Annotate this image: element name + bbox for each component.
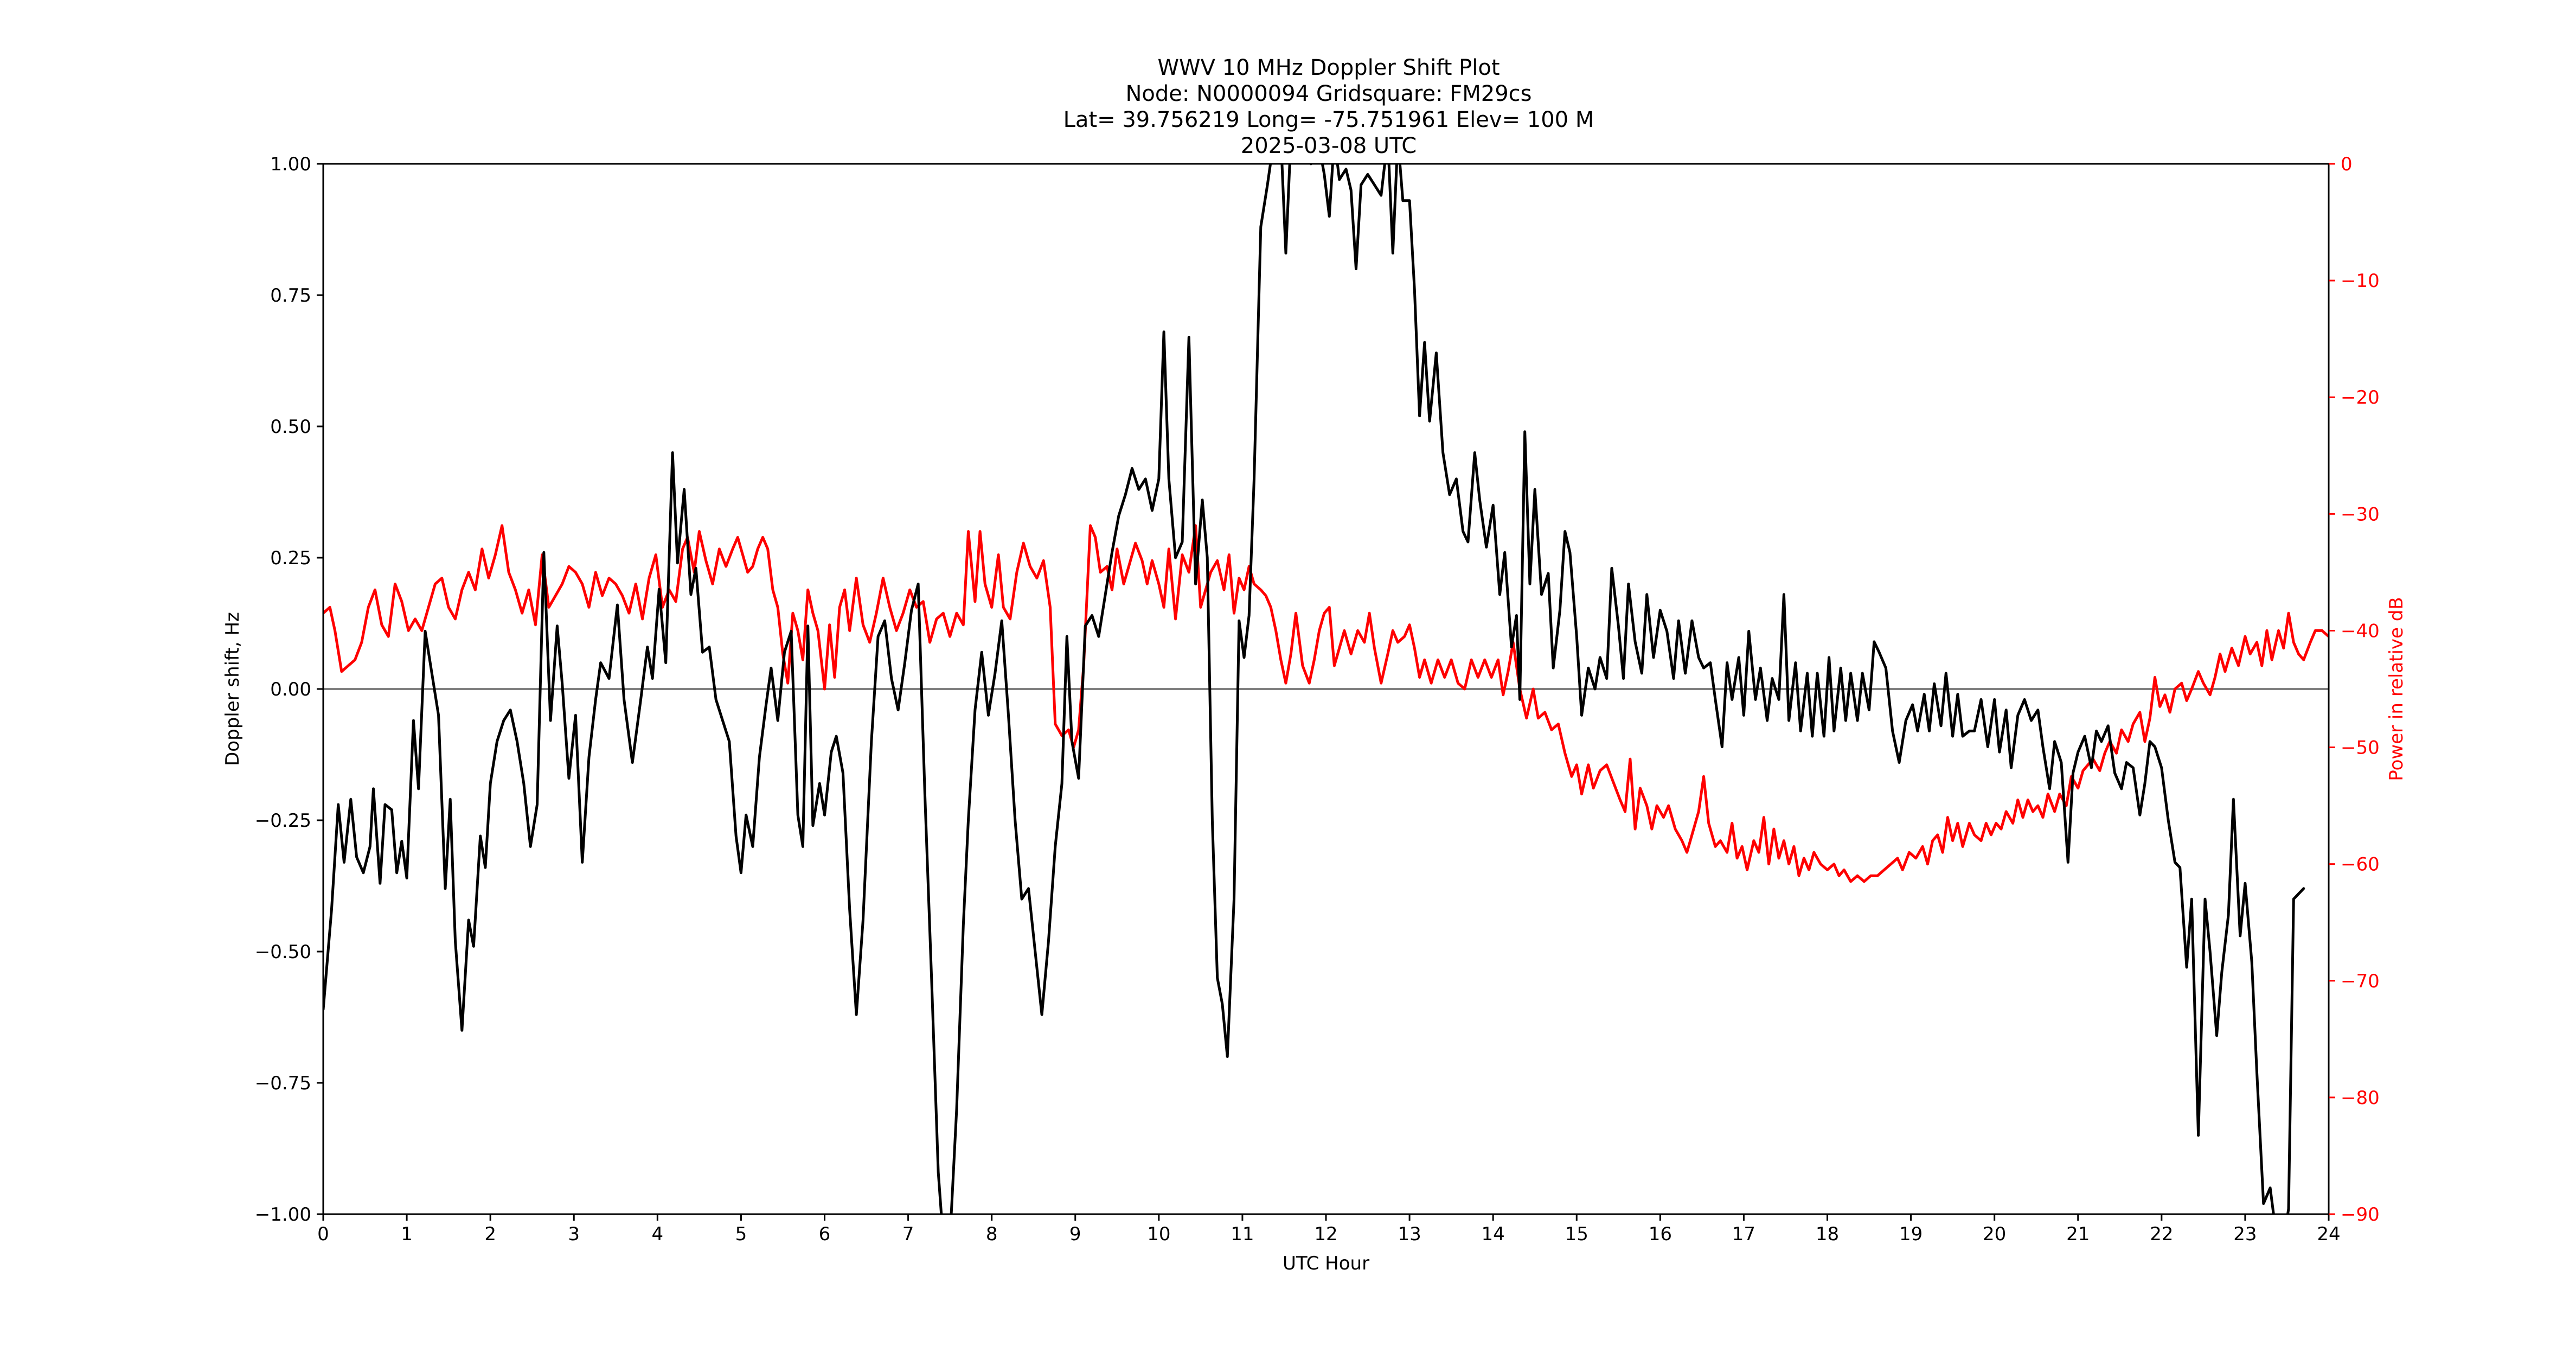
y-right-tick-label: −80 xyxy=(2341,1087,2380,1109)
y-left-tick-label: −0.75 xyxy=(255,1073,311,1094)
x-tick-label: 18 xyxy=(1816,1223,1839,1245)
y-right-tick-label: −90 xyxy=(2341,1204,2380,1226)
axes: 0 1 2 3 4 5 6 7 8 9 10 11 12 13 14 15 16 17 18 19 20 21 22 23 24… xyxy=(255,154,2380,1245)
y-right-tick-label: −50 xyxy=(2341,737,2380,759)
y-right-tick-label: −30 xyxy=(2341,503,2380,525)
plot-area xyxy=(323,164,2329,1214)
chart-title: WWV 10 MHz Doppler Shift Plot Node: N000… xyxy=(1063,55,1594,158)
x-tick-label: 24 xyxy=(2317,1223,2340,1245)
x-tick-label: 17 xyxy=(1732,1223,1755,1245)
doppler-series-line xyxy=(323,164,2305,1214)
y-left-tick-label: 0.50 xyxy=(270,416,311,438)
x-tick-label: 20 xyxy=(1983,1223,2006,1245)
title-line-4: 2025-03-08 UTC xyxy=(1241,133,1417,158)
x-axis-label: UTC Hour xyxy=(1283,1253,1369,1274)
x-tick-label: 4 xyxy=(652,1223,664,1245)
x-tick-label: 16 xyxy=(1649,1223,1672,1245)
y-left-tick-label: 0.25 xyxy=(270,547,311,569)
x-tick-label: 12 xyxy=(1314,1223,1337,1245)
x-tick-label: 9 xyxy=(1069,1223,1081,1245)
x-tick-label: 14 xyxy=(1482,1223,1505,1245)
x-tick-label: 13 xyxy=(1398,1223,1421,1245)
title-line-2: Node: N0000094 Gridsquare: FM29cs xyxy=(1125,81,1531,106)
y-right-tick-label: 0 xyxy=(2341,154,2353,175)
x-tick-label: 11 xyxy=(1231,1223,1254,1245)
x-tick-label: 15 xyxy=(1565,1223,1588,1245)
x-tick-label: 5 xyxy=(735,1223,747,1245)
power-series-line xyxy=(323,524,2329,883)
y-axis-label-right: Power in relative dB xyxy=(2386,597,2407,781)
x-tick-label: 23 xyxy=(2233,1223,2257,1245)
y-left-tick-label: 1.00 xyxy=(270,154,311,175)
y-left-tick-label: −0.25 xyxy=(255,810,311,832)
x-tick-label: 3 xyxy=(568,1223,580,1245)
x-tick-label: 19 xyxy=(1899,1223,1923,1245)
x-tick-label: 0 xyxy=(317,1223,329,1245)
y-left-tick-label: −0.50 xyxy=(255,941,311,963)
title-line-1: WWV 10 MHz Doppler Shift Plot xyxy=(1157,55,1500,80)
x-tick-label: 1 xyxy=(401,1223,413,1245)
x-tick-label: 7 xyxy=(902,1223,914,1245)
x-tick-label: 10 xyxy=(1147,1223,1170,1245)
y-left-tick-label: −1.00 xyxy=(255,1204,311,1226)
x-tick-label: 22 xyxy=(2150,1223,2173,1245)
y-right-tick-label: −60 xyxy=(2341,854,2380,876)
y-axis-label-left: Doppler shift, Hz xyxy=(222,612,243,766)
y-right-tick-label: −70 xyxy=(2341,971,2380,992)
x-tick-label: 21 xyxy=(2066,1223,2090,1245)
y-right-tick-label: −20 xyxy=(2341,387,2380,409)
x-tick-label: 8 xyxy=(986,1223,998,1245)
x-tick-label: 6 xyxy=(819,1223,831,1245)
y-right-tick-label: −40 xyxy=(2341,620,2380,642)
y-right-tick-label: −10 xyxy=(2341,270,2380,292)
x-tick-label: 2 xyxy=(484,1223,496,1245)
y-left-tick-label: 0.00 xyxy=(270,679,311,700)
plot-clip-group xyxy=(323,164,2329,1214)
y-left-tick-label: 0.75 xyxy=(270,285,311,307)
title-line-3: Lat= 39.756219 Long= -75.751961 Elev= 10… xyxy=(1063,107,1594,132)
